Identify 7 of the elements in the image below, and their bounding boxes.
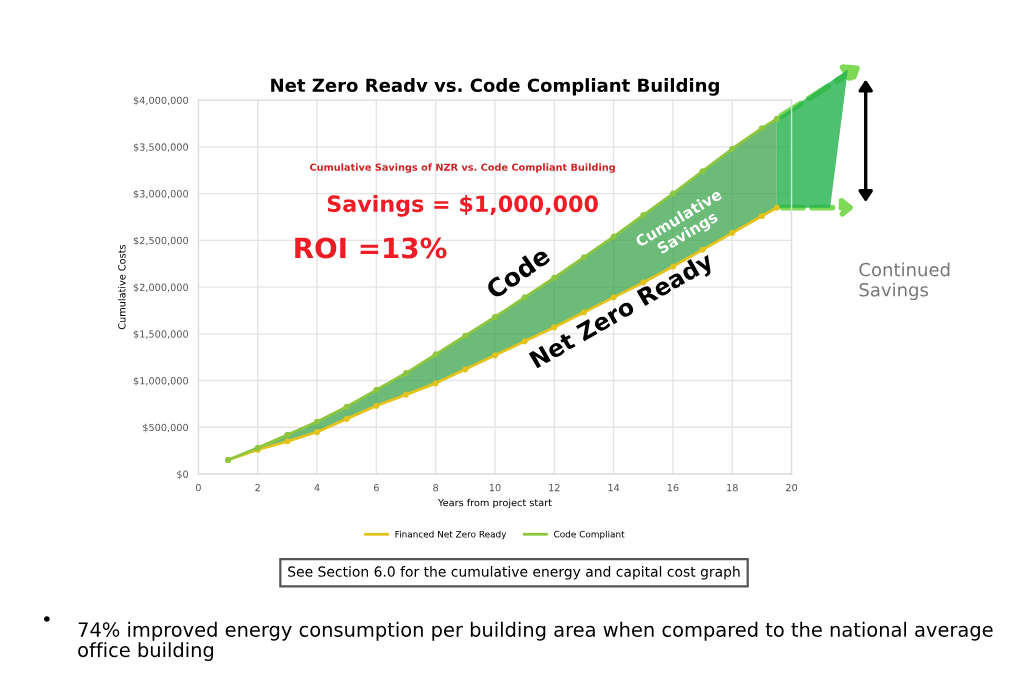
annotation: ROI =13%	[295, 237, 447, 259]
chart-title: Net Zero Readv vs. Code Compliant Building	[271, 78, 719, 96]
text: 74% improved energy consumption per building area when compared to the national average office building	[78, 621, 993, 661]
line-series	[225, 115, 780, 464]
annotation: Savings = $1,000,000	[327, 194, 598, 217]
text: •	[44, 616, 50, 622]
text: Continued Savings	[859, 262, 950, 301]
